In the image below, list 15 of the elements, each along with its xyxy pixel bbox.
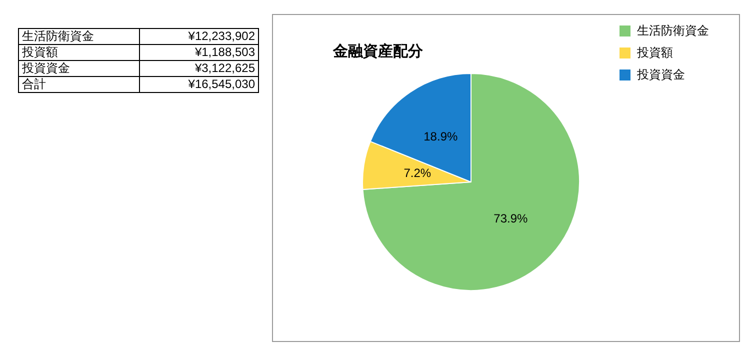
legend-label: 生活防衛資金 <box>637 23 709 38</box>
legend-label: 投資額 <box>636 45 673 60</box>
data-label: 18.9% <box>424 129 458 144</box>
data-label: 7.2% <box>404 166 432 180</box>
legend-label: 投資資金 <box>636 67 685 82</box>
text: 金融資産配分 <box>332 42 424 60</box>
data-label: 73.9% <box>494 211 528 226</box>
text: 生活防衛資金 <box>18 28 140 44</box>
text: ¥16,545,030 <box>140 76 258 92</box>
text: 合計 <box>18 76 140 92</box>
text: 投資資金 <box>18 60 140 76</box>
text: ¥1,188,503 <box>140 44 258 60</box>
text: 投資額 <box>18 44 140 60</box>
text: ¥3,122,625 <box>140 60 258 76</box>
text: ¥12,233,902 <box>140 28 258 44</box>
